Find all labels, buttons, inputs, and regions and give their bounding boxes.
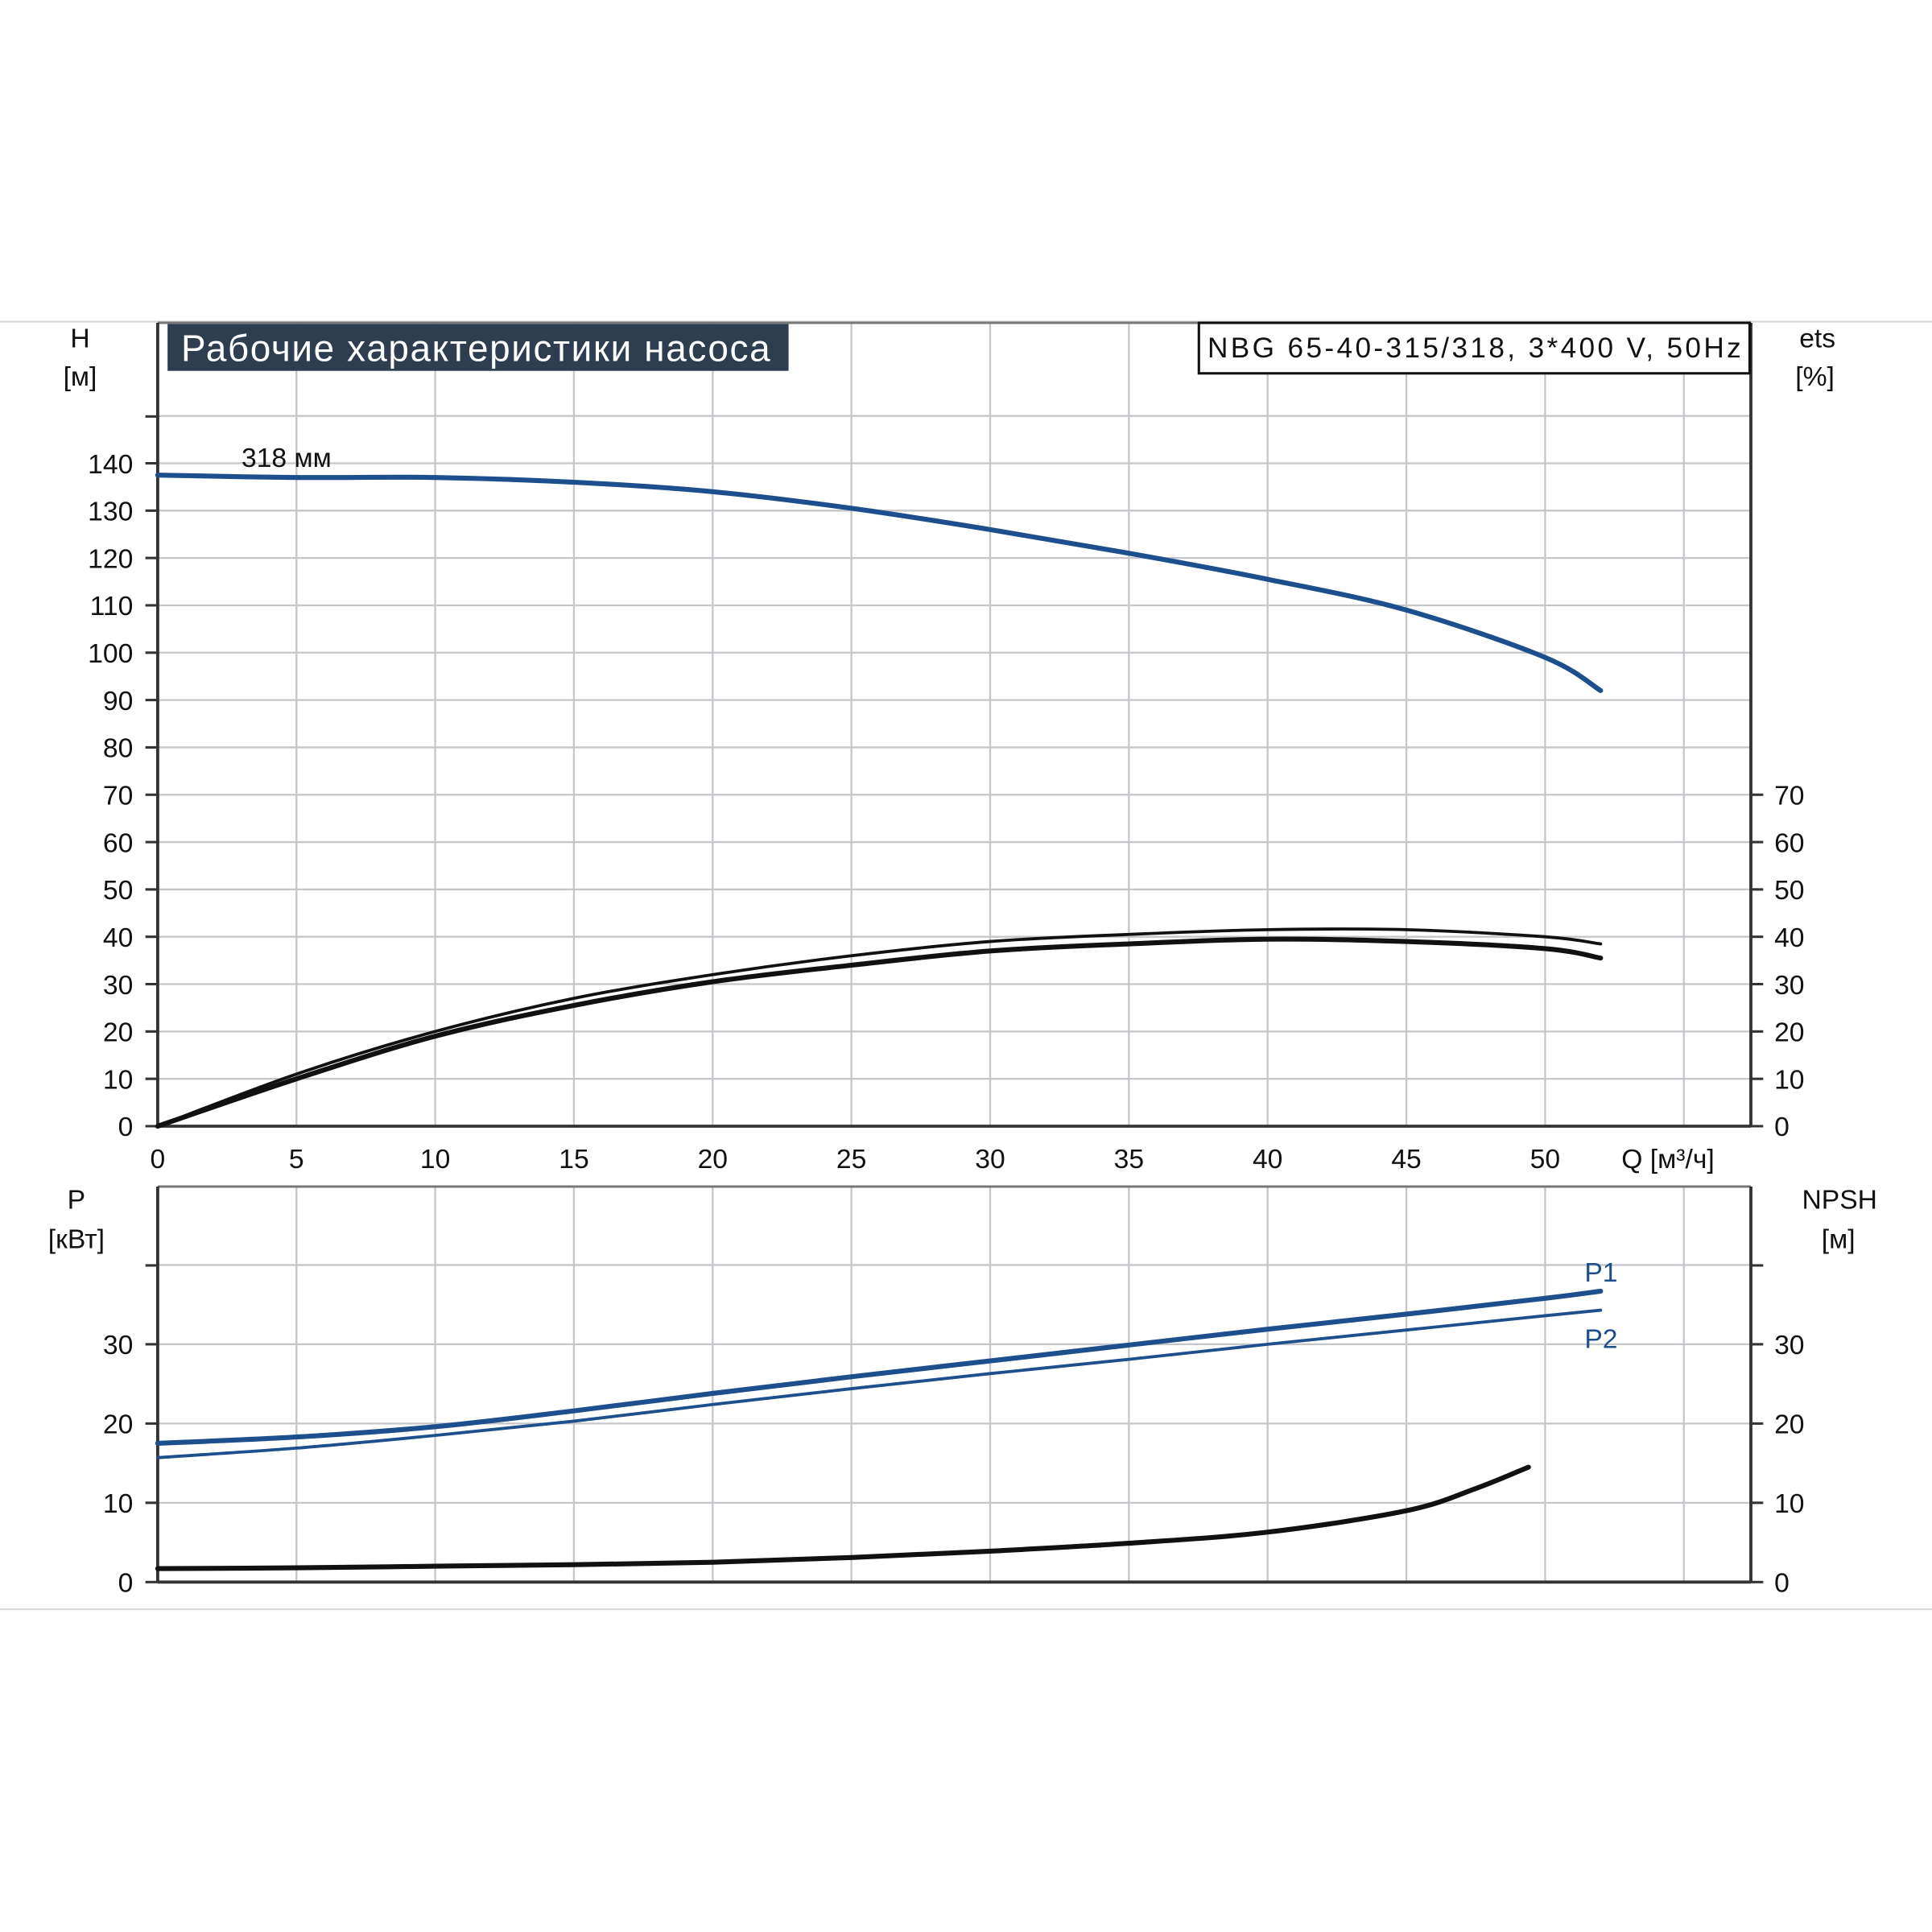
y-tick-label: 110 xyxy=(90,592,134,621)
y-axis-unit-h: [м] xyxy=(64,362,97,392)
y2-tick-label: 30 xyxy=(1774,1331,1804,1360)
y2-tick-label: 60 xyxy=(1774,828,1804,858)
x-tick-label: 40 xyxy=(1253,1145,1282,1174)
lower-plot: 0 10 20 30 0 10 20 30 xyxy=(103,1185,1805,1599)
y2-axis-unit-eta: [%] xyxy=(1795,362,1835,392)
y2-tick-label: 0 xyxy=(1774,1569,1790,1599)
model-label: NBG 65-40-315/318, 3*400 V, 50Hz xyxy=(1208,332,1741,364)
y-tick-label: 0 xyxy=(118,1569,134,1599)
x-tick-label: 30 xyxy=(975,1145,1005,1174)
series-label-p2: P2 xyxy=(1584,1324,1617,1354)
y-axis-label-p: P xyxy=(68,1186,85,1216)
x-tick-label: 25 xyxy=(836,1145,866,1174)
y-tick-label: 20 xyxy=(103,1018,133,1048)
y2-tick-label: 40 xyxy=(1774,923,1804,953)
y2-tick-label: 10 xyxy=(1774,1065,1804,1095)
y-tick-label: 30 xyxy=(103,971,133,1001)
y2-tick-label: 50 xyxy=(1774,876,1804,906)
series-line-eta-upper xyxy=(156,927,1603,1128)
x-tick-label: 0 xyxy=(151,1145,166,1174)
y-tick-label: 0 xyxy=(118,1113,134,1142)
y2-axis-label-npsh: NPSH xyxy=(1802,1186,1877,1216)
x-tick-label: 10 xyxy=(420,1145,450,1174)
y-tick-label: 120 xyxy=(88,544,133,574)
x-tick-label: 50 xyxy=(1530,1145,1560,1174)
y-tick-label: 40 xyxy=(103,923,133,953)
upper-plot: 0102030405060708090100110120130140010203… xyxy=(88,321,1805,1174)
series-line-npsh xyxy=(155,1464,1531,1571)
y-tick-label: 130 xyxy=(88,497,133,527)
y2-tick-label: 10 xyxy=(1774,1489,1804,1519)
y-tick-label: 60 xyxy=(103,828,133,858)
title-banner xyxy=(167,324,789,371)
y-tick-label: 10 xyxy=(103,1489,133,1519)
y2-tick-label: 0 xyxy=(1774,1113,1790,1142)
chart-title: Рабочие характеристики насоса xyxy=(181,327,770,369)
y-axis-label-h: H xyxy=(70,324,89,354)
y2-tick-label: 30 xyxy=(1774,971,1804,1001)
x-tick-label: 20 xyxy=(698,1145,728,1174)
x-tick-label: 35 xyxy=(1114,1145,1144,1174)
model-box xyxy=(1197,321,1751,375)
series-line-p1 xyxy=(155,1288,1604,1447)
series-line-h xyxy=(155,473,1604,693)
y-tick-label: 50 xyxy=(103,876,133,906)
y2-axis-label-eta: ets xyxy=(1799,324,1835,354)
impeller-annotation: 318 мм xyxy=(242,444,332,473)
y-tick-label: 10 xyxy=(103,1065,133,1095)
x-tick-label: 15 xyxy=(559,1145,588,1174)
y-tick-label: 90 xyxy=(103,687,133,716)
y-tick-label: 20 xyxy=(103,1410,133,1440)
series-line-eta-lower xyxy=(155,936,1604,1129)
y2-tick-label: 70 xyxy=(1774,781,1804,811)
y-tick-label: 100 xyxy=(88,639,133,669)
series-line-p2 xyxy=(156,1308,1603,1459)
x-tick-label: 5 xyxy=(289,1145,304,1174)
y-tick-label: 30 xyxy=(103,1331,133,1360)
y-tick-label: 140 xyxy=(88,450,133,480)
x-tick-label: 45 xyxy=(1391,1145,1421,1174)
y-tick-label: 80 xyxy=(103,734,133,764)
y2-tick-label: 20 xyxy=(1774,1018,1804,1048)
y-axis-unit-p: [кВт] xyxy=(48,1225,105,1255)
y-tick-label: 70 xyxy=(103,781,133,811)
series-label-p1: P1 xyxy=(1584,1258,1617,1288)
y2-axis-unit-npsh: [м] xyxy=(1822,1225,1856,1255)
x-axis-label: Q [м³/ч] xyxy=(1621,1145,1714,1174)
y2-tick-label: 20 xyxy=(1774,1410,1804,1440)
